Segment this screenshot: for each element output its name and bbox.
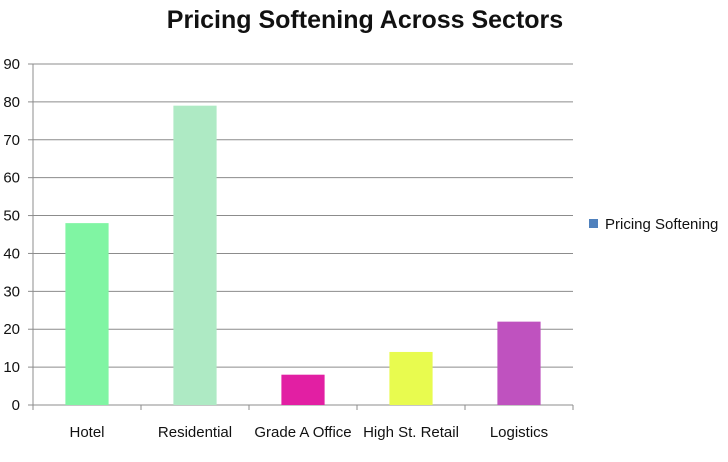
x-category-label-logistics: Logistics	[490, 424, 548, 441]
bar-high-st-retail	[389, 351, 433, 405]
y-tick-label-0: 0	[12, 397, 20, 414]
legend-swatch	[589, 219, 598, 228]
labels-layer: 0 10 20 30 40 50 60 70 80 90 Hotel Residential Grade…	[3, 56, 548, 441]
y-tick-label-50: 50	[3, 208, 20, 225]
bars-layer	[65, 105, 541, 405]
bar-hotel	[65, 223, 109, 405]
bar-logistics	[497, 321, 541, 405]
y-tick-label-90: 90	[3, 56, 20, 73]
x-category-label-high-st-retail: High St. Retail	[363, 424, 459, 441]
axis-layer	[28, 63, 574, 410]
grid-layer	[33, 63, 573, 368]
legend: Pricing Softening	[589, 216, 718, 233]
x-category-label-grade-a-office: Grade A Office	[254, 424, 351, 441]
y-tick-label-10: 10	[3, 359, 20, 376]
legend-label: Pricing Softening	[605, 216, 718, 233]
y-tick-label-40: 40	[3, 245, 20, 262]
x-category-label-hotel: Hotel	[69, 424, 104, 441]
bar-grade-a-office	[281, 374, 325, 405]
y-tick-label-70: 70	[3, 132, 20, 149]
x-category-label-residential: Residential	[158, 424, 232, 441]
y-tick-label-80: 80	[3, 94, 20, 111]
y-tick-label-20: 20	[3, 321, 20, 338]
y-tick-label-30: 30	[3, 283, 20, 300]
y-tick-label-60: 60	[3, 170, 20, 187]
bar-residential	[173, 105, 217, 405]
chart-title: Pricing Softening Across Sectors	[167, 6, 563, 34]
